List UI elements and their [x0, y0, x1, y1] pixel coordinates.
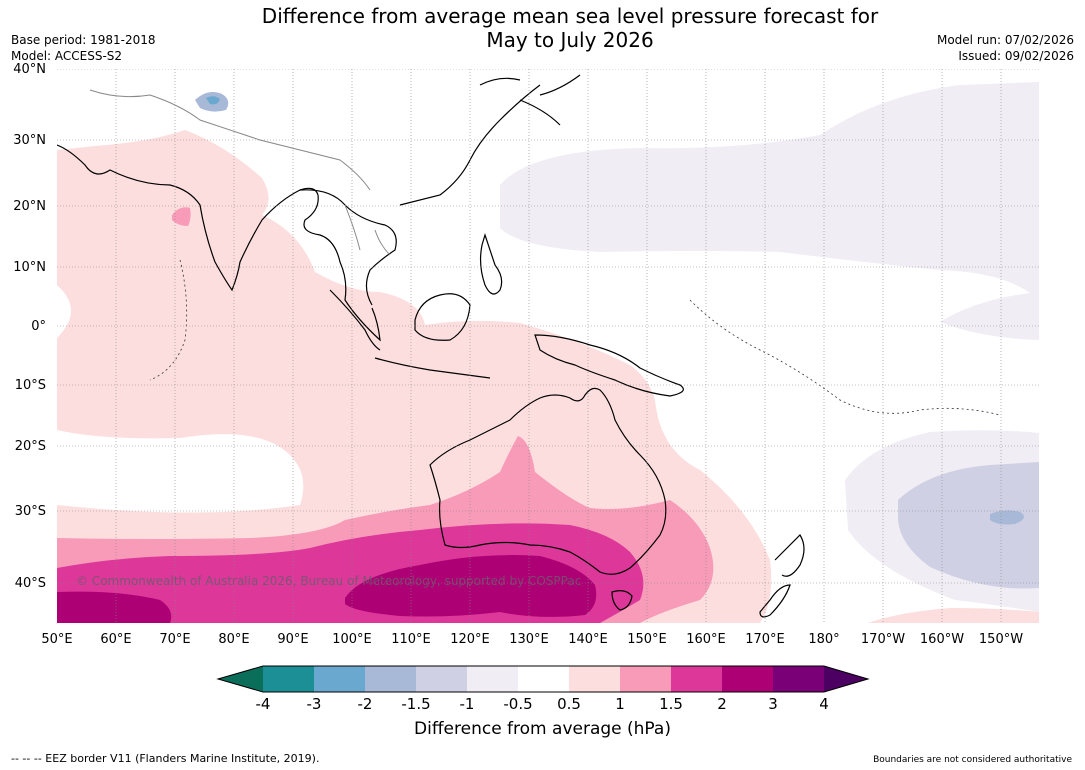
lon-label-140e: 140°E [568, 632, 608, 647]
title-line-2: May to July 2026 [486, 28, 654, 52]
lon-label-50e: 50°E [41, 632, 73, 647]
lon-label-170w: 170°W [860, 632, 906, 647]
colorbar-segment-above-pos4 [824, 666, 868, 692]
meta-left: Base period: 1981-2018 Model: ACCESS-S2 [11, 32, 156, 64]
lon-label-70e: 70°E [159, 632, 191, 647]
anomaly-region-neg-1.5-south-pacific [990, 510, 1024, 525]
colorbar-tick: 3 [768, 695, 778, 713]
eez-legend: -- -- -- EEZ border V11 (Flanders Marine… [11, 752, 320, 765]
colorbar-label: Difference from average (hPa) [414, 719, 671, 739]
colorbar-outline [216, 665, 870, 693]
lon-label-150w: 150°W [978, 632, 1024, 647]
model-name: Model: ACCESS-S2 [11, 49, 123, 63]
lat-label-10n: 10°N [13, 260, 46, 275]
lat-label-20n: 20°N [13, 199, 46, 214]
colorbar-tick: 1.5 [659, 695, 683, 713]
coastline-new-guinea [534, 334, 684, 397]
colorbar-segment-pos3-pos4 [773, 666, 824, 692]
copyright-notice: © Commonwealth of Australia 2026, Bureau… [76, 574, 582, 588]
lat-label-40s: 40°S [14, 576, 46, 591]
colorbar-tick: 0.5 [557, 695, 581, 713]
coastlines [57, 74, 805, 618]
lon-label-130e: 130°E [509, 632, 549, 647]
boundary-disclaimer: Boundaries are not considered authoritat… [873, 755, 1072, 765]
anomaly-region-pos-2-central [345, 555, 597, 617]
colorbar-segment-neg4-neg3 [263, 666, 314, 692]
coastline-borneo [414, 293, 471, 341]
colorbar-tick: -2 [357, 695, 373, 713]
coastline-australia [429, 387, 667, 575]
lat-label-20s: 20°S [14, 439, 46, 454]
lon-label-180: 180° [808, 632, 840, 647]
colorbar-segment-neg2-neg1.5 [365, 666, 416, 692]
colorbar-tick: 1 [615, 695, 625, 713]
lon-label-110e: 110°E [391, 632, 431, 647]
colorbar-segment-neg1-neg0.5 [467, 666, 518, 692]
lon-label-170e: 170°E [745, 632, 785, 647]
colorbar-tick: -1 [459, 695, 475, 713]
colorbar-segment-neg0.5-pos0.5 [518, 666, 569, 692]
lon-label-90e: 90°E [277, 632, 309, 647]
lon-label-160e: 160°E [686, 632, 726, 647]
eez-border-pacific [689, 299, 1001, 416]
lon-label-160w: 160°W [919, 632, 965, 647]
colorbar-segment-below-neg4 [218, 666, 263, 692]
lat-label-40n: 40°N [13, 62, 46, 77]
country-borders [89, 89, 391, 256]
coastline-china-japan [479, 74, 581, 126]
colorbar-segment-pos1.5-pos2 [671, 666, 722, 692]
coastline-tasmania [611, 590, 633, 611]
graticule [57, 69, 1039, 623]
lon-label-100e: 100°E [332, 632, 372, 647]
colorbar-tick: -0.5 [503, 695, 533, 713]
meta-right: Model run: 07/02/2026 Issued: 09/02/2026 [937, 32, 1074, 64]
anomaly-region-pos-0.5-southeast [868, 608, 1039, 623]
model-run: Model run: 07/02/2026 [936, 33, 1074, 47]
colorbar-tick: 2 [717, 695, 727, 713]
colorbar-segment-pos2-pos3 [722, 666, 773, 692]
title-line-1: Difference from average mean sea level p… [261, 4, 879, 28]
eez-borders [149, 259, 1001, 416]
anomaly-region-pos-0.5 [57, 130, 772, 623]
coastline-new-zealand [759, 534, 805, 618]
anomaly-region-neg-0.5-north-pacific [500, 82, 1039, 340]
lon-label-60e: 60°E [100, 632, 132, 647]
border-indochina [344, 204, 391, 256]
colorbar [216, 665, 870, 693]
coastline-sumatra-java [329, 289, 491, 379]
pressure-anomaly-map [57, 69, 1039, 623]
lon-label-150e: 150°E [627, 632, 667, 647]
colorbar-segment-neg3-neg2 [314, 666, 365, 692]
eez-border-indian [149, 259, 188, 381]
map-title: Difference from average mean sea level p… [0, 4, 1085, 52]
colorbar-tick: 4 [819, 695, 829, 713]
colorbar-segment-neg1.5-neg1 [416, 666, 467, 692]
lat-label-10s: 10°S [14, 378, 46, 393]
colorbar-segment-pos1-pos1.5 [620, 666, 671, 692]
border-central-asia [89, 89, 371, 191]
colorbar-tick: -1.5 [401, 695, 431, 713]
issued-date: Issued: 09/02/2026 [958, 49, 1074, 63]
lat-label-0: 0° [31, 319, 46, 334]
coastline-arabia-india [57, 144, 381, 342]
colorbar-tick: -4 [255, 695, 271, 713]
anomaly-region-pos-2-west [57, 591, 172, 623]
coastline-philippines [479, 233, 503, 295]
lat-label-30n: 30°N [13, 133, 46, 148]
lat-label-30s: 30°S [14, 504, 46, 519]
anomaly-region-neg-1-south-pacific [898, 462, 1039, 589]
colorbar-segment-pos0.5-pos1 [569, 666, 620, 692]
colorbar-tick: -3 [306, 695, 322, 713]
anomaly-region-pos-1-india [172, 207, 191, 226]
lon-label-120e: 120°E [450, 632, 490, 647]
base-period: Base period: 1981-2018 [11, 33, 156, 47]
lon-label-80e: 80°E [218, 632, 250, 647]
anomaly-region-neg-tibet-core [206, 96, 220, 105]
